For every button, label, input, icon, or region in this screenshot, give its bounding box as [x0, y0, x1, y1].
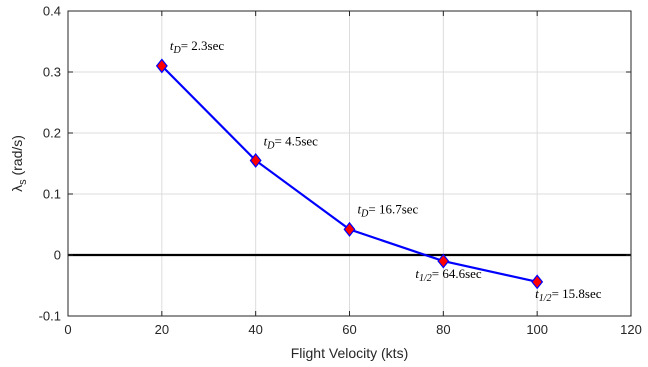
y-tick-labels: -0.1 0 0.1 0.2 0.3 0.4	[39, 4, 61, 324]
data-marker	[343, 221, 356, 237]
x-tick-labels: 0 20 40 60 80 100 120	[64, 322, 641, 337]
y-tick-label: 0	[54, 248, 61, 263]
y-tick-label: 0.3	[43, 65, 61, 80]
x-tick-label: 60	[342, 322, 356, 337]
y-axis-label-symbol: λ	[9, 185, 25, 192]
data-marker	[437, 253, 450, 269]
point-annotation: tD= 2.3sec	[170, 38, 225, 56]
data-marker	[155, 58, 168, 74]
markers	[155, 58, 544, 290]
annotations: tD= 2.3sec tD= 4.5sec tD= 16.7sec t1/2= 64.…	[170, 38, 602, 304]
point-annotation: t1/2= 64.6sec	[415, 266, 482, 284]
x-tick-label: 20	[155, 322, 169, 337]
y-tick-label: 0.1	[43, 187, 61, 202]
point-annotation: tD= 16.7sec	[358, 201, 419, 219]
y-tick-label: 0.4	[43, 4, 61, 19]
y-tick-label: -0.1	[39, 309, 61, 324]
x-tick-label: 40	[248, 322, 262, 337]
grid	[67, 10, 632, 317]
data-marker	[531, 274, 544, 290]
x-tick-label: 100	[526, 322, 548, 337]
y-axis-label-unit: (rad/s)	[9, 135, 25, 179]
y-axis-label: λs (rad/s)	[9, 135, 29, 192]
x-tick-label: 120	[620, 322, 642, 337]
tick-marks	[67, 10, 632, 317]
y-tick-label: 0.2	[43, 126, 61, 141]
point-annotation: tD= 4.5sec	[264, 133, 319, 151]
x-tick-label: 0	[64, 322, 71, 337]
x-tick-label: 80	[436, 322, 450, 337]
data-marker	[249, 152, 262, 168]
x-axis-label: Flight Velocity (kts)	[291, 345, 408, 361]
y-axis-label-subscript: s	[17, 179, 29, 185]
point-annotation: t1/2= 15.8sec	[535, 286, 602, 304]
